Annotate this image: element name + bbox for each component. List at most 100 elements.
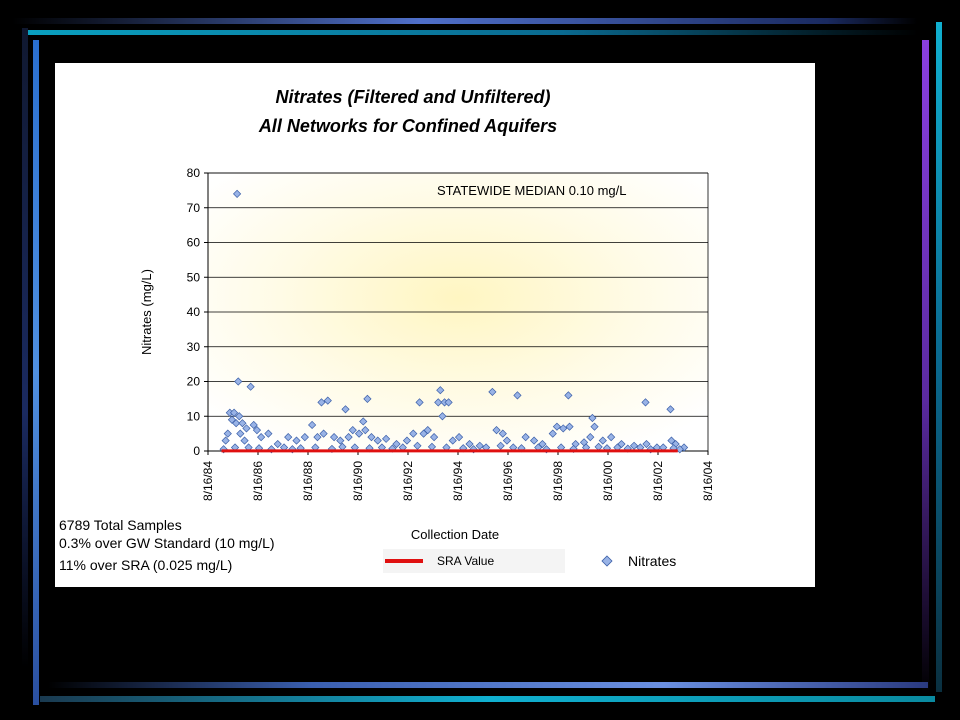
nitrate-point <box>317 398 326 407</box>
nitrate-point <box>590 422 599 431</box>
nitrate-point <box>409 429 418 438</box>
y-tick-label: 70 <box>187 201 201 215</box>
nitrate-point <box>492 426 501 435</box>
nitrate-point <box>240 436 249 445</box>
y-tick-label: 60 <box>187 236 201 250</box>
nitrate-point <box>448 436 457 445</box>
nitrate-point <box>444 398 453 407</box>
slide-left-bar-blue <box>33 40 39 705</box>
median-annotation: STATEWIDE MEDIAN 0.10 mg/L <box>437 183 627 198</box>
note-total-samples: 6789 Total Samples <box>59 517 182 533</box>
nitrate-point <box>264 429 273 438</box>
chart-subtitle: All Networks for Confined Aquifers <box>258 116 557 136</box>
nitrate-point <box>629 441 639 450</box>
nitrate-point <box>588 413 597 423</box>
y-tick-label: 40 <box>187 305 201 319</box>
nitrate-point <box>354 429 364 438</box>
nitrate-point <box>675 445 684 454</box>
nitrate-point <box>642 439 651 449</box>
slide-top-bar-blue <box>12 18 917 24</box>
nitrate-point <box>438 412 447 421</box>
nitrate-point <box>402 436 412 445</box>
nitrate-point <box>586 433 595 442</box>
nitrate-point <box>221 436 230 445</box>
y-tick-label: 50 <box>187 270 201 284</box>
nitrate-point <box>229 408 239 417</box>
nitrate-point <box>359 417 368 426</box>
nitrate-point <box>666 405 675 414</box>
x-tick-label: 8/16/90 <box>351 461 365 501</box>
nitrate-point <box>521 433 530 442</box>
nitrate-point <box>548 429 557 438</box>
nitrate-point <box>341 405 350 414</box>
nitrate-point <box>234 377 243 386</box>
legend-sra-label: SRA Value <box>437 554 494 568</box>
slide-bottom-bar-teal <box>40 696 935 702</box>
nitrate-point <box>336 436 345 445</box>
nitrate-point <box>502 436 512 445</box>
nitrate-point <box>329 433 339 442</box>
nitrate-point <box>454 433 464 442</box>
nitrate-point <box>429 433 439 442</box>
nitrate-point <box>559 424 568 433</box>
nitrate-point <box>496 441 505 450</box>
nitrate-point <box>641 398 650 407</box>
points-layer <box>219 189 689 454</box>
slide-top-bar-teal <box>28 30 918 35</box>
x-tick-label: 8/16/04 <box>701 461 715 501</box>
nitrate-point <box>382 434 391 443</box>
x-tick-label: 8/16/94 <box>451 461 465 501</box>
nitrate-point <box>308 420 317 430</box>
nitrate-point <box>465 439 474 449</box>
nitrate-point <box>363 394 372 403</box>
nitrate-point <box>246 382 255 391</box>
note-gw-standard: 0.3% over GW Standard (10 mg/L) <box>59 535 275 551</box>
nitrate-point <box>319 429 328 438</box>
nitrate-point <box>252 426 262 435</box>
nitrate-point <box>598 436 607 445</box>
nitrate-point <box>232 189 242 198</box>
nitrate-point <box>392 439 401 449</box>
nitrate-point <box>257 433 266 442</box>
nitrates-scatter-chart: Nitrates (Filtered and Unfiltered) All N… <box>59 87 715 573</box>
x-tick-label: 8/16/86 <box>251 461 265 501</box>
chart-title: Nitrates (Filtered and Unfiltered) <box>275 87 550 107</box>
x-tick-label: 8/16/96 <box>501 461 515 501</box>
legend: SRA Value Nitrates <box>383 549 676 573</box>
y-tick-label: 20 <box>187 375 201 389</box>
note-sra: 11% over SRA (0.025 mg/L) <box>59 557 232 573</box>
x-tick-label: 8/16/84 <box>201 461 215 501</box>
nitrate-point <box>607 433 616 442</box>
nitrate-point <box>348 426 357 435</box>
x-tick-label: 8/16/00 <box>601 461 615 501</box>
nitrate-point <box>667 436 676 445</box>
nitrate-point <box>564 391 573 400</box>
nitrate-point <box>367 433 376 442</box>
x-tick-label: 8/16/88 <box>301 461 315 501</box>
nitrate-point <box>569 444 578 454</box>
nitrate-point <box>415 398 424 407</box>
nitrate-point <box>488 387 497 397</box>
nitrate-point <box>249 420 258 430</box>
nitrate-point <box>323 396 332 405</box>
nitrate-point <box>373 436 382 445</box>
slide-right-bar-purple <box>922 40 929 695</box>
nitrate-point <box>552 422 562 431</box>
nitrate-point <box>513 391 522 400</box>
nitrate-point <box>223 429 232 438</box>
grid-layer <box>208 172 709 451</box>
nitrate-point <box>232 419 241 428</box>
slide-right-bar-teal <box>936 22 942 692</box>
y-tick-label: 10 <box>187 409 201 423</box>
x-axis-label: Collection Date <box>411 527 499 542</box>
legend-nitrates-swatch <box>601 555 613 567</box>
nitrate-point <box>413 441 422 450</box>
nitrate-point <box>238 419 247 428</box>
slide-bottom-bar-blue <box>48 682 928 688</box>
nitrate-point <box>292 436 301 445</box>
nitrate-point <box>436 386 445 395</box>
y-tick-label: 0 <box>193 444 200 458</box>
nitrate-point <box>284 433 293 442</box>
nitrate-point <box>529 436 539 445</box>
y-axis-label: Nitrates (mg/L) <box>139 269 154 355</box>
